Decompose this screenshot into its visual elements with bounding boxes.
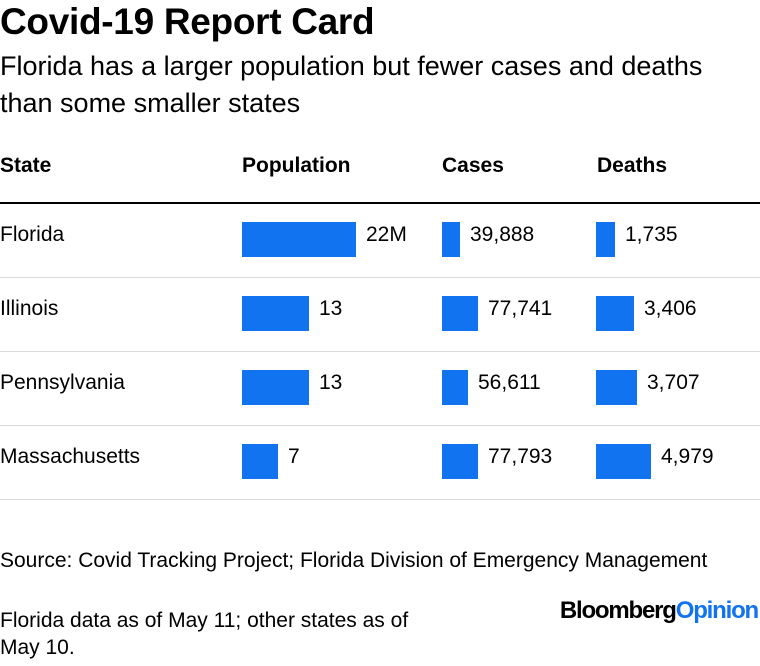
state-label-massachusetts: Massachusetts xyxy=(0,445,141,468)
deaths-value-florida: 1,735 xyxy=(625,223,678,246)
chart-subtitle: Florida has a larger population but fewe… xyxy=(0,51,703,118)
logo-opinion-text: Opinion xyxy=(675,597,759,624)
deaths-value-illinois: 3,406 xyxy=(644,297,697,320)
row-divider xyxy=(0,351,760,352)
row-divider xyxy=(0,277,760,278)
column-header-state: State xyxy=(0,154,52,177)
bloomberg-opinion-logo: BloombergOpinion xyxy=(559,597,759,625)
population-value-illinois: 13 xyxy=(319,297,343,320)
deaths-bar-florida xyxy=(596,222,615,257)
deaths-value-massachusetts: 4,979 xyxy=(661,445,714,468)
data-date-note: Florida data as of May 11; other states … xyxy=(0,609,409,659)
source-note: Source: Covid Tracking Project; Florida … xyxy=(0,549,708,572)
row-divider xyxy=(0,499,760,500)
cases-value-pennsylvania: 56,611 xyxy=(478,371,541,394)
header-divider xyxy=(0,202,760,204)
population-bar-florida xyxy=(242,222,356,257)
column-header-cases: Cases xyxy=(442,154,504,177)
population-bar-illinois xyxy=(242,296,309,331)
logo-brand-text: Bloomberg xyxy=(559,597,677,624)
deaths-bar-pennsylvania xyxy=(596,370,637,405)
cases-value-illinois: 77,741 xyxy=(488,297,553,320)
deaths-bar-illinois xyxy=(596,296,634,331)
cases-bar-pennsylvania xyxy=(442,370,468,405)
column-header-population: Population xyxy=(242,154,351,177)
row-divider xyxy=(0,425,760,426)
cases-bar-massachusetts xyxy=(442,444,478,479)
population-value-pennsylvania: 13 xyxy=(319,371,343,394)
chart-title: Covid-19 Report Card xyxy=(0,1,375,42)
population-bar-massachusetts xyxy=(242,444,278,479)
deaths-bar-massachusetts xyxy=(596,444,651,479)
population-bar-pennsylvania xyxy=(242,370,309,405)
population-value-massachusetts: 7 xyxy=(288,445,300,468)
state-label-pennsylvania: Pennsylvania xyxy=(0,371,125,394)
deaths-value-pennsylvania: 3,707 xyxy=(647,371,700,394)
state-label-florida: Florida xyxy=(0,223,65,246)
population-value-florida: 22M xyxy=(366,223,407,246)
column-header-deaths: Deaths xyxy=(597,154,668,177)
cases-value-massachusetts: 77,793 xyxy=(488,445,553,468)
cases-bar-florida xyxy=(442,222,460,257)
cases-value-florida: 39,888 xyxy=(470,223,535,246)
cases-bar-illinois xyxy=(442,296,478,331)
state-label-illinois: Illinois xyxy=(0,297,59,320)
